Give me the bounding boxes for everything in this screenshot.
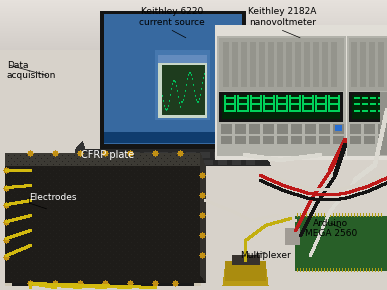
Text: Electrodes: Electrodes (29, 193, 77, 202)
Text: Data
acquisition: Data acquisition (7, 61, 57, 80)
Text: Arduino
MEGA 2560: Arduino MEGA 2560 (305, 219, 357, 238)
Text: CFRP plate: CFRP plate (81, 150, 135, 160)
Text: Multiplexer: Multiplexer (240, 251, 291, 260)
Text: Keithley 2182A
nanovoltmeter: Keithley 2182A nanovoltmeter (248, 7, 317, 27)
Text: Keithley 6220
current source: Keithley 6220 current source (139, 7, 205, 27)
